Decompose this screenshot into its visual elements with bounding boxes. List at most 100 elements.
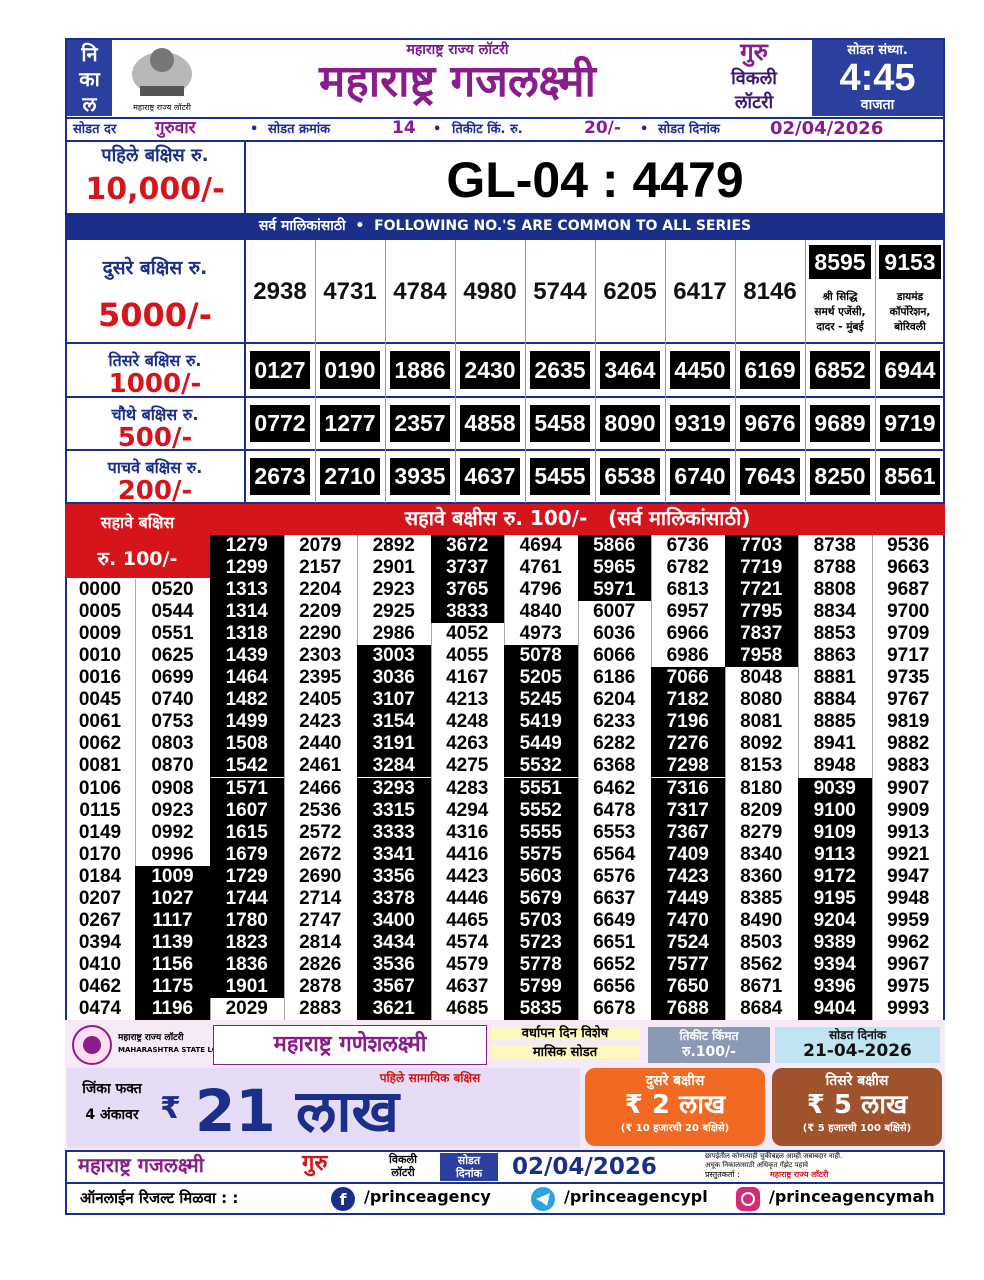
- promo-date-box: सोडत दिनांक 21-04-2026: [775, 1027, 940, 1063]
- sixth-number: 9709: [887, 623, 930, 645]
- sixth-number: 2423: [299, 711, 342, 733]
- sixth-number: 5835: [504, 997, 578, 1020]
- social-link[interactable]: /princeagencypl: [564, 1187, 708, 1206]
- sixth-number: 1607: [210, 799, 284, 822]
- promo-special: वर्धापन दिन विशेष: [490, 1027, 640, 1040]
- social-link[interactable]: /princeagencymah: [769, 1187, 935, 1206]
- sixth-number: 2290: [299, 623, 342, 645]
- sixth-number: 0016: [78, 667, 122, 689]
- sixth-number: 6678: [593, 997, 636, 1019]
- agent-line: दादर - मुंबई: [816, 321, 864, 333]
- prize-number: 2710: [320, 458, 380, 495]
- sixth-number: 1027: [135, 887, 210, 910]
- sixth-number: 0803: [151, 733, 194, 755]
- promo-third-label: तिसरे बक्षीस: [825, 1073, 889, 1089]
- sixth-number: 0520: [151, 579, 194, 601]
- info-value: 20/-: [584, 118, 621, 138]
- sixth-number: 0551: [151, 623, 194, 645]
- sixth-number: 5419: [504, 711, 578, 734]
- prize-number: 8595: [809, 245, 871, 279]
- sixth-number: 7837: [724, 623, 798, 646]
- prize-number: 4784: [393, 278, 447, 305]
- footer-kind: विकली: [389, 1153, 417, 1166]
- sixth-number: 6204: [593, 689, 636, 711]
- sixth-number: 2672: [299, 843, 342, 865]
- sixth-number: 1482: [210, 689, 284, 712]
- sixth-number: 6186: [593, 667, 636, 689]
- sixth-number: 6233: [593, 711, 636, 733]
- sixth-number: 1571: [210, 777, 284, 800]
- sixth-number: 2925: [372, 601, 415, 623]
- col-rule: [595, 343, 596, 397]
- sixth-number: 5575: [504, 843, 578, 866]
- sixth-number: 9993: [887, 997, 930, 1019]
- prize-label: चौथे बक्षिस रु.: [111, 405, 199, 424]
- prize-amount: 10,000/-: [85, 172, 225, 207]
- sixth-number: 3400: [357, 909, 431, 932]
- col-rule: [871, 535, 873, 1020]
- result-box: नि का ल: [67, 40, 112, 116]
- sixth-number: 0061: [78, 711, 122, 733]
- sixth-number: 9195: [798, 887, 872, 910]
- promo-special: मासिक सोडत: [490, 1046, 640, 1059]
- sixth-number: 3341: [357, 843, 431, 866]
- prize-amount: 200/-: [117, 476, 193, 506]
- facebook-icon: f: [331, 1187, 355, 1211]
- sixth-number: 8092: [740, 733, 783, 755]
- sixth-number: 8048: [740, 667, 783, 689]
- agent-line: बोरिवली: [894, 321, 926, 333]
- sixth-number: 0267: [78, 909, 122, 931]
- sixth-number: 4248: [446, 711, 489, 733]
- sixth-number: 1823: [210, 931, 284, 954]
- sixth-number: 0115: [79, 799, 121, 821]
- telegram-icon: [531, 1187, 555, 1211]
- sixth-number: 2209: [299, 601, 342, 623]
- prize-number: 9689: [810, 405, 870, 442]
- sixth-number: 6637: [593, 887, 636, 909]
- sixth-number: 2901: [372, 557, 415, 579]
- sixth-number: 3356: [357, 865, 431, 888]
- prize-label: दुसरे बक्षिस रु.: [102, 257, 208, 279]
- sixth-number: 9717: [887, 645, 930, 667]
- sixth-number: 0394: [78, 931, 122, 953]
- sixth-number: 3833: [430, 601, 504, 624]
- promo-third-note: (₹ 5 हजारची 100 बक्षिसे): [802, 1123, 912, 1134]
- prize-number: 0772: [250, 405, 310, 442]
- sixth-number: 4973: [519, 623, 562, 645]
- sixth-number: 7470: [651, 909, 725, 932]
- sixth-number: 8080: [740, 689, 783, 711]
- sixth-number: 1318: [210, 623, 284, 646]
- social-link[interactable]: /princeagency: [364, 1187, 491, 1206]
- footer-date: 02/04/2026: [512, 1154, 657, 1180]
- sixth-banner: सहावे बक्षीस रु. 100/- (सर्व मालिकांसाठी…: [404, 506, 751, 530]
- col-rule: [665, 397, 666, 450]
- prize-label: सहावे बक्षिस: [100, 513, 175, 532]
- sixth-number: 1196: [135, 997, 210, 1020]
- sixth-number: 1729: [210, 865, 284, 888]
- sixth-number: 3536: [357, 953, 431, 976]
- agent-line: समर्थ एजेंसी,: [814, 306, 866, 318]
- kind: लॉटरी: [734, 92, 774, 113]
- col-rule: [455, 343, 456, 397]
- col-rule: [875, 397, 876, 450]
- sixth-number: 8808: [813, 579, 856, 601]
- col-rule: [875, 240, 876, 343]
- col-rule: [735, 450, 736, 503]
- promo-second-label: दुसरे बक्षीस: [645, 1073, 705, 1089]
- prize-number: 4731: [323, 278, 377, 305]
- sixth-number: 0081: [78, 755, 122, 777]
- col-rule: [805, 450, 806, 503]
- sixth-number: 6782: [666, 557, 709, 579]
- sixth-number: 9819: [887, 711, 930, 733]
- sixth-number: 6957: [666, 601, 709, 623]
- prize-number: 2673: [250, 458, 310, 495]
- sixth-number: 2395: [299, 667, 342, 689]
- sixth-number: 1313: [210, 579, 284, 602]
- sixth-number: 1744: [210, 887, 284, 910]
- sixth-number: 0170: [78, 843, 122, 865]
- promo-win: 4 अंकावर: [85, 1107, 139, 1123]
- promo-third-amount: ₹ 5 लाख: [806, 1090, 908, 1120]
- sixth-number: 7721: [724, 579, 798, 602]
- sixth-number: 6007: [593, 601, 636, 623]
- agent-line: कॉर्पोरेशन,: [889, 306, 931, 318]
